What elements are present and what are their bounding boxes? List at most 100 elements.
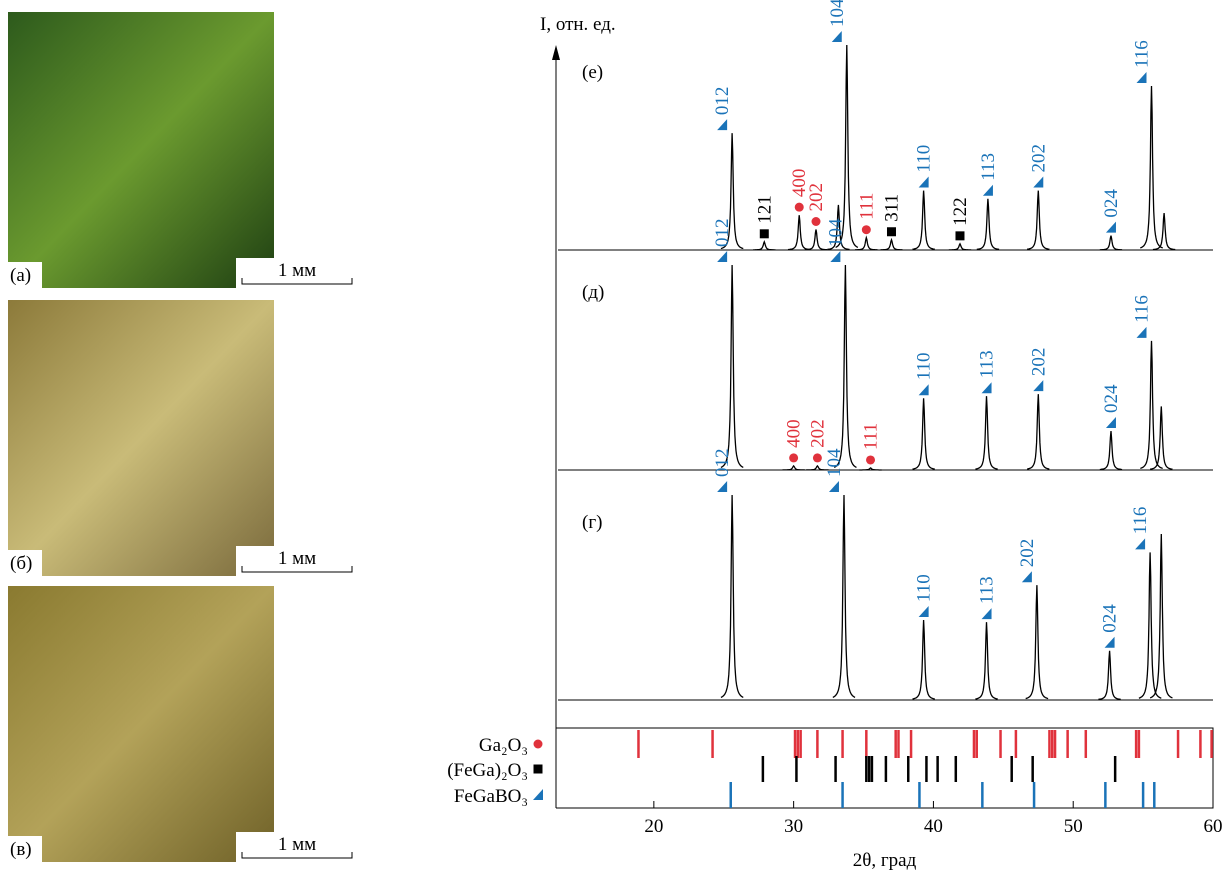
- peak-label: 111: [856, 193, 877, 220]
- peak: [913, 191, 935, 250]
- peak-marker: [983, 185, 993, 196]
- peak-marker: [795, 203, 804, 212]
- legend-marker: [533, 789, 543, 800]
- peak-label: 116: [1131, 295, 1152, 323]
- peak-marker: [717, 251, 727, 262]
- peak: [1150, 534, 1172, 698]
- peak-marker: [862, 225, 871, 234]
- peak: [721, 265, 743, 467]
- peak-label: 104: [825, 218, 846, 247]
- peak-label: 024: [1101, 384, 1122, 413]
- peak: [721, 495, 743, 697]
- x-tick-label: 30: [784, 816, 803, 837]
- x-tick-label: 50: [1064, 816, 1083, 837]
- panel-label: (в): [10, 839, 32, 860]
- y-arrow: [552, 45, 560, 60]
- peak-marker: [866, 455, 875, 464]
- peak-label: 012: [712, 87, 733, 116]
- peak-label: 202: [1028, 348, 1049, 377]
- peak: [1098, 651, 1120, 700]
- peak-marker: [813, 453, 822, 462]
- peak-marker: [919, 177, 929, 188]
- peak-label: 202: [806, 183, 827, 212]
- peak-marker: [830, 251, 840, 262]
- peak-marker: [1136, 327, 1146, 338]
- peak-marker: [1106, 222, 1116, 233]
- photo: [8, 12, 274, 288]
- peak: [753, 242, 775, 250]
- peak-label: 400: [784, 419, 805, 448]
- phase-name: (FeGa)₂O₃: [447, 760, 528, 781]
- peak-marker: [717, 481, 727, 492]
- peak: [783, 466, 805, 470]
- peak: [833, 495, 855, 697]
- phase-name: FeGaBO₃: [454, 786, 528, 807]
- x-tick-label: 20: [644, 816, 663, 837]
- legend-marker: [534, 765, 543, 774]
- peak-label: 116: [1130, 507, 1151, 535]
- peak: [1027, 394, 1049, 469]
- peak: [805, 230, 827, 250]
- peak-label: 012: [712, 219, 733, 248]
- scale-label: 1 мм: [278, 260, 316, 281]
- peak-label: 202: [1028, 144, 1049, 173]
- peak-label: 110: [914, 574, 935, 602]
- peak-label: 113: [978, 153, 999, 181]
- peak-marker: [829, 481, 839, 492]
- peak: [913, 620, 935, 699]
- peak-label: 113: [977, 576, 998, 604]
- peak-label: 202: [807, 419, 828, 448]
- peak-marker: [1022, 571, 1032, 582]
- peak: [834, 265, 856, 467]
- peak-label: 122: [950, 197, 971, 226]
- photo: [8, 586, 274, 862]
- peak: [1100, 431, 1122, 469]
- legend-marker: [534, 740, 543, 749]
- peak-marker: [919, 606, 929, 617]
- peak-marker: [1105, 637, 1115, 648]
- peak: [977, 199, 999, 250]
- peak-marker: [1033, 177, 1043, 188]
- x-tick-label: 60: [1204, 816, 1223, 837]
- peak: [1100, 236, 1122, 250]
- peak: [1140, 86, 1162, 248]
- pattern-label: (д): [582, 282, 604, 303]
- figure: (а)1 мм(б)1 мм(в)1 мм I, отн. ед.2θ, гра…: [0, 0, 1229, 877]
- peak-marker: [1135, 538, 1145, 549]
- peak-label: 311: [881, 194, 902, 222]
- peak: [1027, 191, 1049, 250]
- peak-marker: [717, 119, 727, 130]
- peak: [1153, 213, 1175, 249]
- peak-label: 113: [977, 350, 998, 378]
- peak: [788, 215, 810, 249]
- peak: [1026, 585, 1048, 698]
- panel-label: (б): [10, 553, 32, 574]
- peak-label: 116: [1131, 40, 1152, 68]
- peak-label: 024: [1101, 189, 1122, 218]
- peak: [975, 396, 997, 469]
- peak: [975, 622, 997, 699]
- pattern-label: (г): [582, 512, 602, 533]
- peak: [913, 398, 935, 469]
- peak-marker: [982, 608, 992, 619]
- phase-name: Ga₂O₃: [479, 735, 528, 756]
- peak-label: 024: [1100, 604, 1121, 633]
- scale-label: 1 мм: [278, 548, 316, 569]
- peak-label: 202: [1017, 539, 1038, 568]
- page: {"photos":[{"label":"(а)","scale":"1 мм"…: [0, 0, 1229, 882]
- peak-marker: [760, 229, 769, 238]
- peak-marker: [1136, 72, 1146, 83]
- peak-label: 121: [754, 195, 775, 224]
- peak-marker: [955, 231, 964, 240]
- y-axis-label: I, отн. ед.: [540, 14, 616, 35]
- peak-marker: [832, 31, 842, 42]
- peak: [949, 244, 971, 250]
- peak-label: 110: [914, 352, 935, 380]
- photos: (а)1 мм(б)1 мм(в)1 мм: [8, 12, 352, 862]
- photo: [8, 300, 274, 576]
- peak-marker: [812, 217, 821, 226]
- scale-label: 1 мм: [278, 834, 316, 855]
- peak-marker: [919, 384, 929, 395]
- peak-marker: [789, 453, 798, 462]
